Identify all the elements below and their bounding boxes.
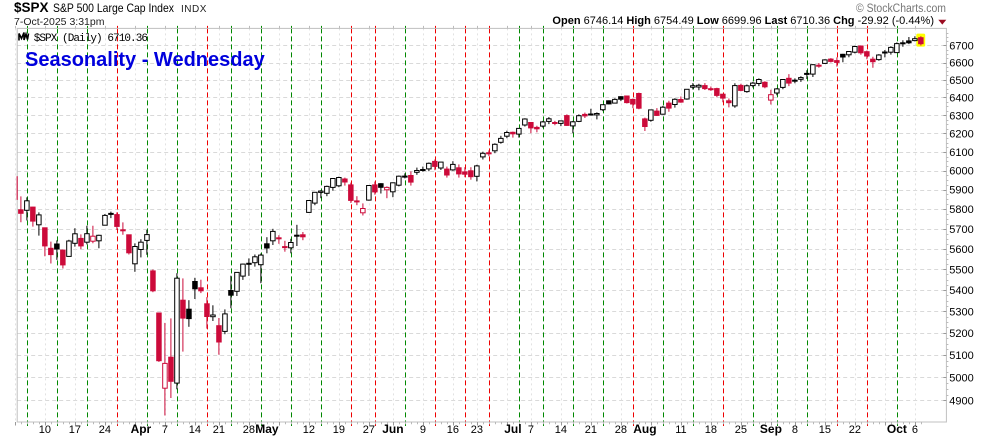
svg-text:S&P 500 Large Cap Index: S&P 500 Large Cap Index	[53, 1, 174, 15]
svg-text:17: 17	[69, 424, 81, 436]
svg-text:28: 28	[243, 424, 255, 436]
svg-text:Jul: Jul	[504, 422, 521, 436]
svg-text:9: 9	[420, 424, 426, 436]
svg-text:$SPX (Daily) 6710.36: $SPX (Daily) 6710.36	[34, 33, 148, 45]
svg-text:7: 7	[162, 424, 168, 436]
svg-text:Oct: Oct	[887, 422, 907, 436]
svg-text:27: 27	[363, 424, 375, 436]
svg-text:5800: 5800	[949, 204, 973, 216]
svg-text:6200: 6200	[949, 128, 973, 140]
svg-text:22: 22	[849, 424, 861, 436]
svg-text:21: 21	[585, 424, 597, 436]
svg-text:Jun: Jun	[382, 422, 403, 436]
svg-text:6000: 6000	[949, 166, 973, 178]
svg-text:5500: 5500	[949, 264, 973, 276]
svg-text:4900: 4900	[949, 395, 973, 407]
svg-text:28: 28	[615, 424, 627, 436]
svg-text:May: May	[255, 422, 279, 436]
svg-text:25: 25	[735, 424, 747, 436]
svg-text:6500: 6500	[949, 75, 973, 87]
svg-text:6400: 6400	[949, 92, 973, 104]
svg-text:6: 6	[912, 424, 918, 436]
svg-text:Sep: Sep	[760, 422, 782, 436]
svg-text:Aug: Aug	[633, 422, 656, 436]
svg-text:5700: 5700	[949, 224, 973, 236]
svg-text:5300: 5300	[949, 306, 973, 318]
svg-text:INDX: INDX	[181, 4, 207, 15]
svg-text:Open 6746.14 High 6754.49 Low: Open 6746.14 High 6754.49 Low 6699.96 La…	[552, 15, 934, 27]
svg-text:12: 12	[303, 424, 315, 436]
svg-text:5900: 5900	[949, 185, 973, 197]
svg-text:7: 7	[528, 424, 534, 436]
svg-text:21: 21	[213, 424, 225, 436]
svg-text:6300: 6300	[949, 110, 973, 122]
svg-text:5000: 5000	[949, 372, 973, 384]
svg-text:11: 11	[675, 424, 686, 436]
svg-text:5100: 5100	[949, 350, 973, 362]
svg-text:Seasonality - Wednesday: Seasonality - Wednesday	[25, 49, 266, 71]
svg-text:24: 24	[99, 424, 111, 436]
svg-text:10: 10	[39, 424, 51, 436]
svg-text:19: 19	[333, 424, 345, 436]
svg-text:© StockCharts.com: © StockCharts.com	[856, 3, 946, 15]
svg-text:$SPX: $SPX	[14, 0, 49, 15]
svg-text:6100: 6100	[949, 147, 973, 159]
svg-text:16: 16	[447, 424, 459, 436]
svg-text:8: 8	[792, 424, 798, 436]
svg-text:6700: 6700	[949, 41, 973, 53]
svg-text:5600: 5600	[949, 244, 973, 256]
svg-text:14: 14	[555, 424, 567, 436]
svg-text:15: 15	[819, 424, 831, 436]
svg-text:5200: 5200	[949, 328, 973, 340]
svg-text:14: 14	[189, 424, 201, 436]
svg-text:23: 23	[471, 424, 483, 436]
svg-text:18: 18	[705, 424, 717, 436]
svg-text:7-Oct-2025 3:31pm: 7-Oct-2025 3:31pm	[14, 16, 105, 28]
svg-text:6600: 6600	[949, 58, 973, 70]
svg-text:Apr: Apr	[131, 422, 152, 436]
svg-text:5400: 5400	[949, 285, 973, 297]
